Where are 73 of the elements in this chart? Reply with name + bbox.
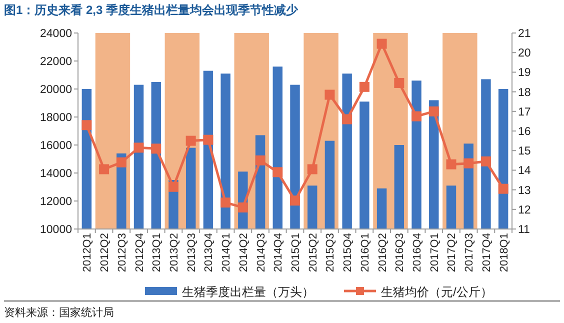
legend-label: 生猪均价（元/公斤） bbox=[381, 285, 492, 299]
chart-title: 图1：历史来看 2,3 季度生猪出栏量均会出现季节性减少 bbox=[4, 3, 300, 17]
x-tick-label: 2017Q3 bbox=[464, 233, 476, 272]
point bbox=[255, 155, 266, 166]
y2-tick-label: 14 bbox=[518, 165, 532, 178]
x-tick-label: 2016Q4 bbox=[412, 233, 424, 272]
x-tick-label: 2015Q3 bbox=[324, 233, 337, 272]
point bbox=[168, 182, 178, 192]
point bbox=[307, 164, 318, 174]
y-tick-label: 14000 bbox=[40, 168, 72, 180]
y-tick-label: 12000 bbox=[40, 196, 72, 208]
point bbox=[342, 114, 352, 124]
point bbox=[151, 144, 162, 154]
x-tick-label: 2013Q2 bbox=[168, 233, 180, 272]
text: 资料来源：国家统计局 bbox=[4, 306, 114, 319]
point bbox=[446, 159, 456, 170]
point bbox=[428, 106, 439, 116]
y-tick-label: 10000 bbox=[40, 224, 72, 236]
x-tick-label: 2018Q1 bbox=[498, 233, 510, 272]
y-tick-label: 16000 bbox=[40, 140, 72, 152]
point bbox=[186, 136, 196, 146]
x-tick-label: 2012Q1 bbox=[82, 233, 94, 272]
y-tick-label: 18000 bbox=[40, 112, 72, 124]
point bbox=[238, 202, 248, 212]
point bbox=[324, 90, 335, 100]
point bbox=[464, 158, 474, 168]
y2-tick-label: 17 bbox=[518, 106, 531, 118]
x-tick-label: 2014Q1 bbox=[220, 233, 233, 272]
point bbox=[99, 164, 110, 174]
x-tick-label: 2015Q1 bbox=[290, 233, 302, 272]
x-tick-label: 2013Q4 bbox=[203, 233, 216, 272]
point bbox=[116, 157, 126, 168]
x-tick-label: 2016Q2 bbox=[376, 233, 389, 272]
y2-tick-label: 15 bbox=[518, 146, 531, 158]
x-tick-label: 2014Q4 bbox=[272, 233, 285, 272]
y-tick-label: 20000 bbox=[40, 84, 72, 96]
x-tick-label: 2013Q3 bbox=[186, 233, 198, 272]
point bbox=[203, 134, 214, 145]
x-tick-label: 2013Q1 bbox=[151, 233, 164, 272]
point bbox=[290, 196, 300, 206]
x-tick-label: 2014Q2 bbox=[238, 233, 250, 272]
x-tick-label: 2012Q4 bbox=[134, 233, 146, 272]
legend-label: 生猪季度出栏量（万头） bbox=[182, 285, 314, 299]
point bbox=[82, 120, 92, 130]
x-tick-label: 2012Q2 bbox=[99, 233, 112, 272]
y2-tick-label: 13 bbox=[518, 184, 531, 197]
point bbox=[134, 142, 144, 153]
point bbox=[376, 38, 387, 49]
y2-tick-label: 11 bbox=[518, 224, 530, 236]
point bbox=[480, 156, 491, 166]
point bbox=[359, 82, 370, 92]
x-tick-label: 2015Q2 bbox=[307, 233, 320, 272]
x-tick-label: 2015Q4 bbox=[342, 233, 354, 272]
y-tick-label: 22000 bbox=[40, 56, 72, 68]
x-tick-label: 2012Q3 bbox=[116, 233, 128, 272]
x-tick-label: 2014Q3 bbox=[255, 233, 268, 272]
x-tick-label: 2017Q2 bbox=[446, 233, 458, 272]
point bbox=[394, 78, 404, 88]
x-tick-label: 2016Q3 bbox=[394, 233, 406, 272]
point bbox=[220, 198, 231, 208]
y2-tick-label: 19 bbox=[518, 67, 531, 80]
y2-tick-label: 16 bbox=[518, 126, 531, 138]
x-tick-label: 2016Q1 bbox=[359, 233, 372, 272]
y-tick-label: 24000 bbox=[40, 28, 72, 40]
point bbox=[498, 184, 508, 194]
point bbox=[272, 167, 283, 178]
y2-tick-label: 18 bbox=[518, 86, 531, 99]
x-tick-label: 2017Q4 bbox=[480, 233, 493, 272]
y2-tick-label: 12 bbox=[518, 204, 531, 216]
y2-tick-label: 21 bbox=[518, 28, 531, 40]
x-tick-label: 2017Q1 bbox=[428, 233, 441, 272]
y2-tick-label: 20 bbox=[518, 48, 531, 60]
point bbox=[412, 111, 422, 122]
